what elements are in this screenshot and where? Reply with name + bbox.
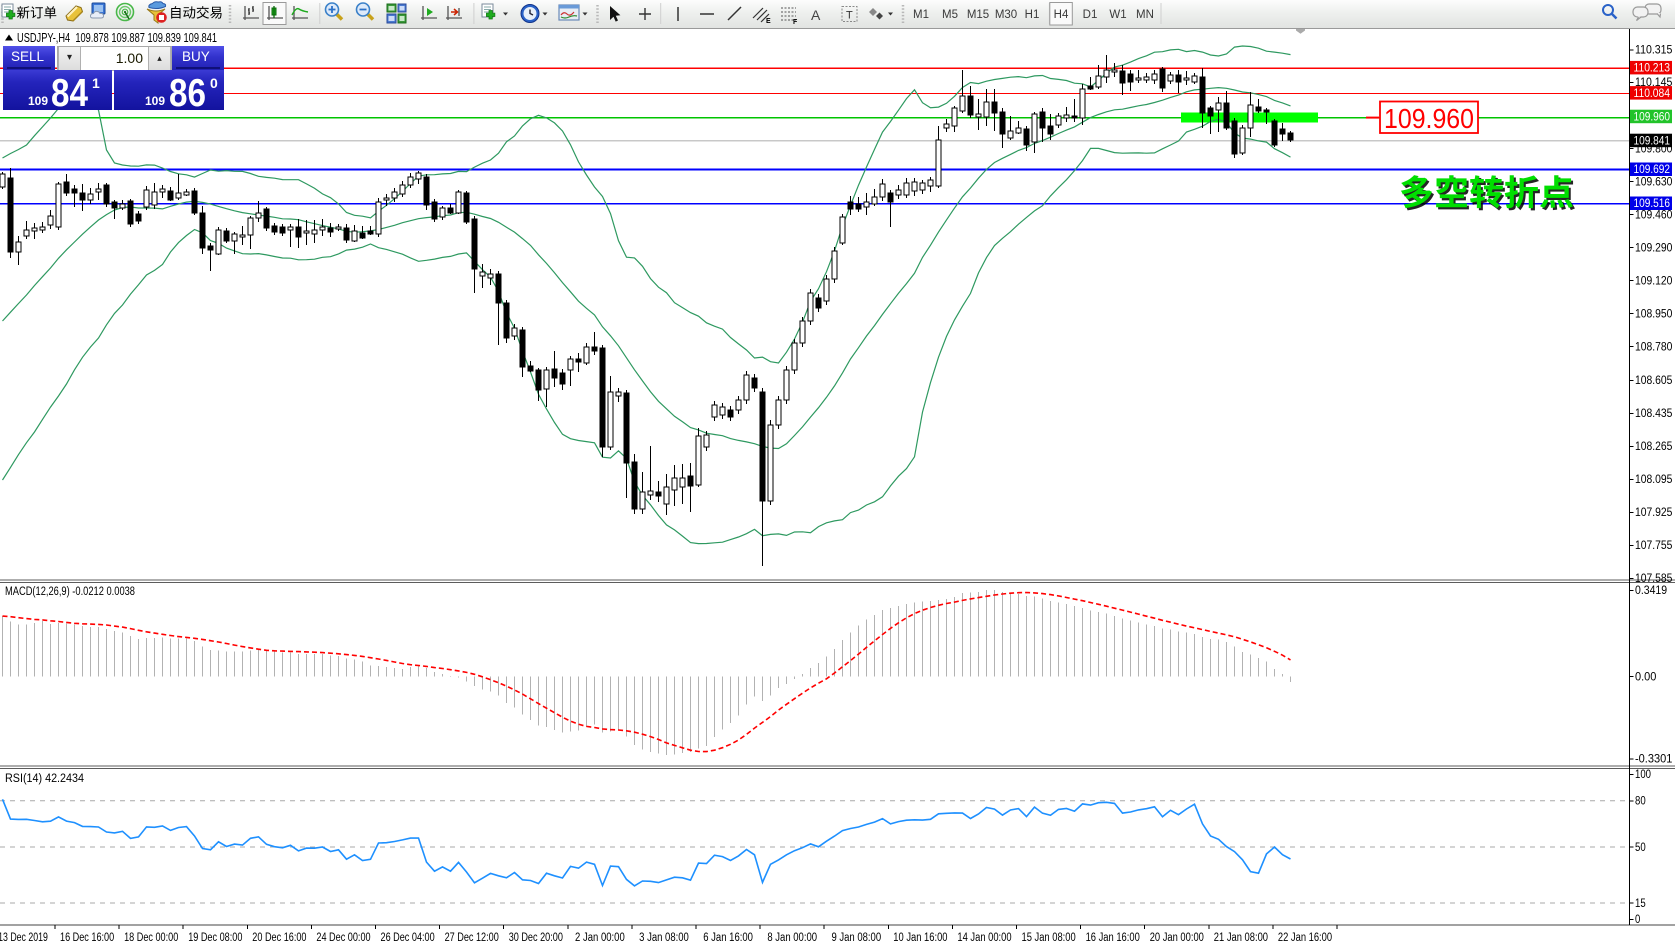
svg-text:109.960: 109.960 xyxy=(1384,103,1474,134)
svg-text:108.095: 108.095 xyxy=(1635,474,1672,486)
svg-text:USDJPY-,H4 109.878 109.887 10: USDJPY-,H4 109.878 109.887 109.839 109.8… xyxy=(17,30,217,45)
svg-text:109.516: 109.516 xyxy=(1634,198,1671,210)
svg-text:3 Jan 08:00: 3 Jan 08:00 xyxy=(639,932,689,944)
svg-text:109.290: 109.290 xyxy=(1635,242,1672,254)
svg-text:107.755: 107.755 xyxy=(1635,540,1672,552)
svg-text:22 Jan 16:00: 22 Jan 16:00 xyxy=(1278,932,1332,944)
svg-text:1: 1 xyxy=(92,75,100,91)
svg-text:16 Dec 16:00: 16 Dec 16:00 xyxy=(60,932,114,944)
svg-text:21 Jan 08:00: 21 Jan 08:00 xyxy=(1214,932,1268,944)
svg-text:109: 109 xyxy=(145,94,165,108)
svg-text:109.120: 109.120 xyxy=(1635,275,1672,287)
svg-text:0: 0 xyxy=(210,75,218,91)
svg-text:14 Jan 00:00: 14 Jan 00:00 xyxy=(957,932,1011,944)
svg-text:8 Jan 00:00: 8 Jan 00:00 xyxy=(767,932,817,944)
svg-text:M1: M1 xyxy=(913,9,929,21)
svg-text:110.084: 110.084 xyxy=(1634,88,1671,100)
svg-text:109: 109 xyxy=(28,94,48,108)
svg-text:108.605: 108.605 xyxy=(1635,375,1672,387)
svg-text:16 Jan 16:00: 16 Jan 16:00 xyxy=(1086,932,1140,944)
svg-text:M30: M30 xyxy=(995,9,1017,21)
svg-text:MACD(12,26,9) -0.0212 0.0038: MACD(12,26,9) -0.0212 0.0038 xyxy=(5,586,135,598)
svg-text:H4: H4 xyxy=(1054,9,1069,21)
svg-text:0: 0 xyxy=(1635,914,1640,926)
svg-text:108.950: 108.950 xyxy=(1635,308,1672,320)
svg-text:E: E xyxy=(766,18,771,25)
svg-text:100: 100 xyxy=(1635,769,1651,781)
svg-text:M5: M5 xyxy=(942,9,958,21)
svg-text:15: 15 xyxy=(1635,898,1646,910)
svg-text:2 Jan 00:00: 2 Jan 00:00 xyxy=(575,932,625,944)
svg-text:110.213: 110.213 xyxy=(1634,63,1671,75)
svg-text:30 Dec 20:00: 30 Dec 20:00 xyxy=(509,932,563,944)
svg-text:109.960: 109.960 xyxy=(1634,111,1671,123)
svg-text:27 Dec 12:00: 27 Dec 12:00 xyxy=(445,932,499,944)
svg-text:10 Jan 16:00: 10 Jan 16:00 xyxy=(893,932,947,944)
svg-text:24 Dec 00:00: 24 Dec 00:00 xyxy=(316,932,370,944)
svg-text:20 Jan 00:00: 20 Jan 00:00 xyxy=(1150,932,1204,944)
svg-text:19 Dec 08:00: 19 Dec 08:00 xyxy=(188,932,242,944)
svg-text:6 Jan 16:00: 6 Jan 16:00 xyxy=(703,932,753,944)
svg-text:9 Jan 08:00: 9 Jan 08:00 xyxy=(831,932,881,944)
svg-text:109.630: 109.630 xyxy=(1635,176,1672,188)
svg-text:50: 50 xyxy=(1635,842,1646,854)
svg-text:84: 84 xyxy=(51,72,88,110)
svg-text:86: 86 xyxy=(169,72,206,110)
svg-text:109.460: 109.460 xyxy=(1635,209,1672,221)
svg-text:108.435: 108.435 xyxy=(1635,408,1672,420)
svg-text:-0.3301: -0.3301 xyxy=(1635,754,1672,766)
svg-text:109.841: 109.841 xyxy=(1634,135,1671,147)
svg-text:M15: M15 xyxy=(967,9,989,21)
svg-text:0.3419: 0.3419 xyxy=(1635,585,1667,597)
svg-text:0.00: 0.00 xyxy=(1635,671,1656,683)
svg-text:108.265: 108.265 xyxy=(1635,441,1672,453)
svg-text:107.585: 107.585 xyxy=(1635,573,1672,585)
svg-text:15 Jan 08:00: 15 Jan 08:00 xyxy=(1022,932,1076,944)
svg-text:109.692: 109.692 xyxy=(1634,164,1671,176)
svg-text:80: 80 xyxy=(1635,796,1646,808)
svg-text:107.925: 107.925 xyxy=(1635,507,1672,519)
svg-text:A: A xyxy=(811,7,821,23)
svg-text:D1: D1 xyxy=(1083,9,1098,21)
svg-text:MN: MN xyxy=(1136,9,1154,21)
svg-text:13 Dec 2019: 13 Dec 2019 xyxy=(0,932,48,944)
svg-text:T: T xyxy=(846,10,853,22)
svg-text:RSI(14) 42.2434: RSI(14) 42.2434 xyxy=(5,773,85,785)
svg-text:18 Dec 00:00: 18 Dec 00:00 xyxy=(124,932,178,944)
svg-text:26 Dec 04:00: 26 Dec 04:00 xyxy=(381,932,435,944)
svg-text:H1: H1 xyxy=(1025,9,1040,21)
svg-text:20 Dec 16:00: 20 Dec 16:00 xyxy=(252,932,306,944)
svg-text:110.315: 110.315 xyxy=(1635,45,1672,57)
svg-text:108.780: 108.780 xyxy=(1635,341,1672,353)
svg-text:W1: W1 xyxy=(1109,9,1126,21)
svg-text:F: F xyxy=(793,19,798,26)
